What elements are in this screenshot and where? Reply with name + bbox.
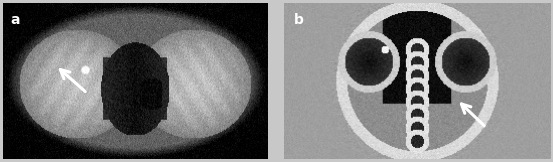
Text: b: b (294, 13, 304, 27)
Text: a: a (11, 13, 20, 27)
